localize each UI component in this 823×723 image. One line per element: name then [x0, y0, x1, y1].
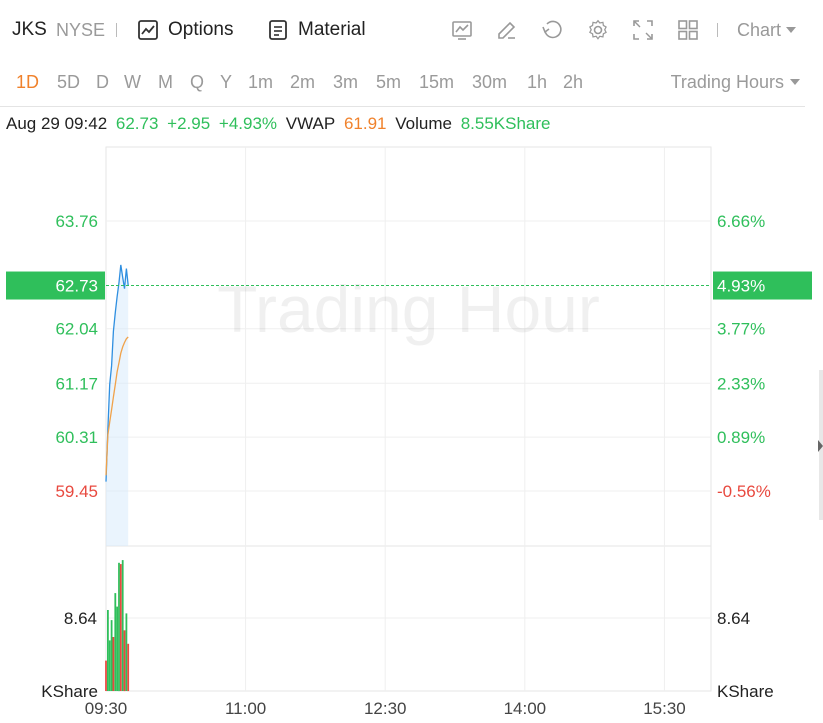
quote-change-pct: +4.93% [218, 114, 278, 133]
vwap-value: 61.91 [343, 114, 387, 133]
period-q[interactable]: Q [190, 72, 205, 92]
options-button[interactable]: Options [136, 0, 233, 60]
volume-bar [118, 562, 120, 692]
time-tick-label: 15:30 [643, 699, 686, 718]
time-tick-label: 14:00 [504, 699, 547, 718]
period-30m[interactable]: 30m [472, 72, 508, 92]
period-1h[interactable]: 1h [527, 72, 548, 92]
volume-bar [112, 637, 115, 691]
caret-down-icon [785, 24, 797, 36]
vwap-line [105, 336, 129, 476]
volume-bar [105, 660, 107, 691]
vwap-label: VWAP [285, 114, 336, 133]
pct-axis-label: 0.89% [717, 428, 765, 447]
reset-button[interactable] [540, 0, 564, 60]
period-1m[interactable]: 1m [248, 72, 274, 92]
period-d[interactable]: D [96, 72, 109, 92]
quote-datetime: Aug 29 09:42 [6, 114, 108, 133]
chart-line-icon [450, 18, 474, 42]
toolbar-separator-2 [717, 0, 718, 60]
document-icon [266, 18, 290, 42]
period-y[interactable]: Y [220, 72, 233, 92]
chart-type-dropdown[interactable]: Chart [737, 0, 797, 60]
toolbar-separator [116, 0, 117, 60]
volume-axis-label-right: 8.64 [717, 609, 750, 628]
pct-axis-label: 2.33% [717, 374, 765, 393]
volume-value: 8.55KShare [460, 114, 551, 133]
time-tick-label: 09:30 [85, 699, 128, 718]
current-pct-label: 4.93% [717, 277, 765, 296]
caret-down-icon [790, 79, 800, 85]
price-area [106, 264, 129, 546]
period-m[interactable]: M [158, 72, 173, 92]
draw-button[interactable] [495, 0, 519, 60]
price-axis-label: 63.76 [55, 212, 98, 231]
fullscreen-button[interactable] [631, 0, 655, 60]
period-15m[interactable]: 15m [419, 72, 455, 92]
current-price-badge [6, 271, 105, 300]
period-selector: 1D 5D D W M Q Y 1m 2m 3m 5m 15m 30m 1h 2… [0, 62, 823, 102]
period-2h[interactable]: 2h [563, 72, 584, 92]
period-2m[interactable]: 2m [290, 72, 316, 92]
settings-icon [586, 18, 610, 42]
period-1d[interactable]: 1D [16, 72, 40, 92]
indicator-button[interactable] [450, 0, 474, 60]
price-axis-label: 60.31 [55, 428, 98, 447]
symbol-ticker[interactable]: JKS [12, 19, 47, 40]
time-tick-label: 12:30 [364, 699, 407, 718]
volume-axis-label: 8.64 [64, 609, 97, 628]
period-w[interactable]: W [124, 72, 141, 92]
volume-bar [114, 593, 117, 691]
volume-unit-label: KShare [41, 682, 98, 701]
exchange-label: NYSE [56, 19, 106, 40]
options-label: Options [168, 19, 234, 40]
quote-info-bar: Aug 29 09:42 62.73 +2.95 +4.93% VWAP 61.… [6, 114, 554, 138]
trading-hours-label: Trading Hours [670, 72, 784, 92]
price-axis-label: 59.45 [55, 482, 98, 501]
current-pct-badge [713, 271, 812, 300]
price-axis-label: 62.04 [55, 320, 98, 339]
chart-toolbar: JKS NYSE Options Material [0, 0, 823, 60]
volume-bar [127, 643, 130, 692]
pct-axis-label: 6.66% [717, 212, 765, 231]
material-button[interactable]: Material [266, 0, 366, 60]
time-tick-label: 11:00 [225, 699, 266, 718]
volume-bar [119, 564, 122, 691]
draw-icon [495, 18, 519, 42]
options-chart-icon [136, 18, 160, 42]
plot-frame [105, 146, 712, 692]
volume-bar [116, 606, 118, 691]
fullscreen-icon [631, 18, 655, 42]
volume-bar [125, 613, 128, 691]
settings-button[interactable] [586, 0, 610, 60]
volume-bar [110, 620, 113, 691]
volume-bar [107, 610, 109, 691]
quote-price: 62.73 [115, 114, 159, 133]
grid-layout-icon [676, 18, 700, 42]
volume-unit-label-right: KShare [717, 682, 774, 701]
price-axis-label: 61.17 [55, 374, 98, 393]
quote-change: +2.95 [167, 114, 211, 133]
pct-axis-label: 3.77% [717, 320, 765, 339]
pct-axis-label: -0.56% [717, 482, 771, 501]
layout-button[interactable] [676, 0, 700, 60]
volume-label: Volume [395, 114, 452, 133]
expand-arrow-icon[interactable] [818, 440, 823, 452]
chart-type-label: Chart [737, 19, 782, 40]
volume-bar [108, 640, 111, 691]
volume-bar [121, 560, 124, 691]
reset-icon [540, 18, 564, 42]
price-line [105, 264, 129, 482]
period-5m[interactable]: 5m [376, 72, 402, 92]
current-price-label: 62.73 [55, 277, 98, 296]
volume-bar [123, 630, 126, 692]
trading-hour-watermark: Trading Hour [217, 272, 600, 346]
period-3m[interactable]: 3m [333, 72, 359, 92]
trading-hours-dropdown[interactable]: Trading Hours [671, 62, 801, 102]
material-label: Material [298, 19, 366, 40]
header-divider [0, 106, 805, 107]
intraday-chart[interactable]: 09:30 11:00 12:30 14:00 15:30 Trading Hour 63.… [0, 140, 823, 723]
period-5d[interactable]: 5D [57, 72, 81, 92]
